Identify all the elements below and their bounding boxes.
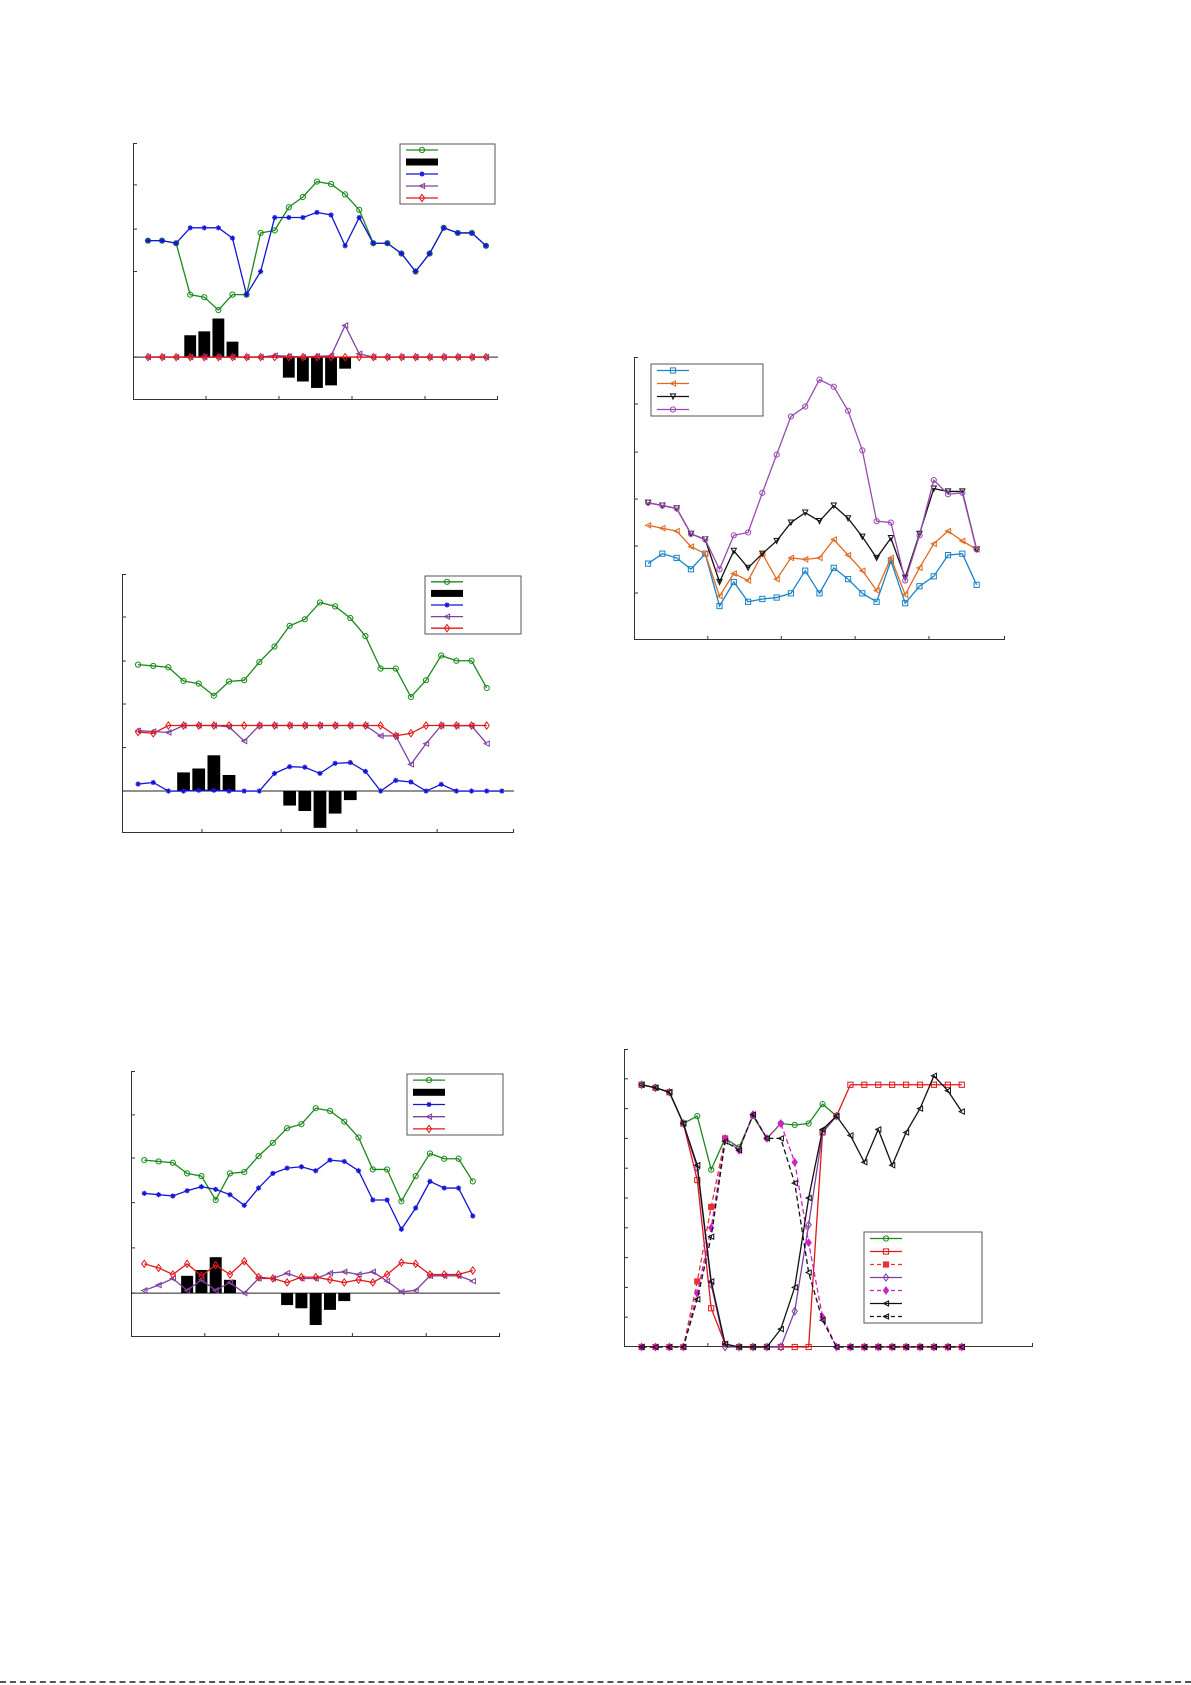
line-series	[638, 1110, 965, 1352]
legend-entry	[870, 1300, 902, 1307]
axes	[122, 574, 514, 833]
legend-entry	[431, 589, 463, 597]
legend-entry	[413, 1077, 445, 1084]
legend-entry	[870, 1313, 902, 1320]
bar	[295, 1293, 308, 1309]
legend-entry	[870, 1273, 902, 1282]
bar	[281, 1293, 294, 1306]
legend-entry	[413, 1088, 445, 1096]
bar-series	[181, 1257, 351, 1326]
legend-entry	[431, 623, 463, 633]
line-series	[144, 352, 490, 362]
legend-entry	[657, 406, 689, 413]
legend-entry	[657, 380, 689, 387]
legend-entry	[870, 1261, 902, 1268]
legend-entry	[406, 193, 438, 203]
bar	[226, 341, 239, 358]
chart-B	[122, 574, 522, 833]
bar	[325, 357, 337, 386]
legend-entry	[431, 578, 463, 585]
legend-entry	[431, 613, 463, 621]
chart-A	[133, 143, 498, 400]
bar	[313, 791, 327, 828]
bar	[184, 335, 197, 358]
bar	[222, 774, 236, 792]
line-series	[141, 1105, 476, 1205]
bar	[209, 1257, 222, 1294]
legend-entry	[413, 1124, 445, 1134]
line-series	[134, 721, 490, 741]
bar	[192, 768, 206, 792]
line-series	[644, 521, 980, 600]
page-footer-rule	[0, 1681, 1191, 1683]
legend-entry	[406, 182, 438, 190]
bar	[309, 1293, 322, 1326]
line-series	[145, 209, 489, 298]
bar	[323, 1293, 336, 1310]
line-series	[637, 1111, 965, 1351]
legend-entry	[406, 146, 438, 154]
legend-entry	[657, 367, 689, 374]
bar-series	[177, 755, 357, 828]
legend	[650, 363, 764, 417]
legend-entry	[406, 171, 438, 177]
legend	[863, 1231, 983, 1324]
legend	[424, 575, 522, 635]
bar	[343, 791, 357, 801]
legend-entry	[870, 1286, 902, 1295]
legend-entry	[413, 1113, 445, 1121]
bar	[338, 1293, 351, 1302]
bar	[181, 1275, 194, 1294]
line-series	[644, 550, 980, 610]
legend-entry	[431, 602, 463, 608]
legend	[399, 143, 496, 205]
line-series	[638, 1080, 840, 1352]
bar	[212, 318, 225, 358]
bar	[198, 331, 211, 358]
line-series	[141, 1256, 477, 1287]
bar	[177, 772, 190, 792]
bar-series	[184, 318, 352, 388]
line-series	[135, 759, 505, 794]
legend	[406, 1073, 504, 1136]
bar	[339, 357, 352, 369]
axes	[634, 357, 1005, 640]
line-series	[637, 1072, 965, 1351]
line-series	[141, 1157, 476, 1232]
line-series	[644, 376, 980, 584]
chart-E	[624, 1049, 1033, 1352]
bar	[328, 791, 342, 814]
line-series	[134, 599, 490, 701]
legend-entry	[870, 1248, 902, 1255]
bar	[283, 791, 297, 806]
bar	[223, 1279, 236, 1294]
chart-C	[131, 1071, 504, 1337]
bar	[296, 357, 309, 382]
bar	[311, 357, 323, 388]
line-series	[134, 722, 490, 768]
legend-entry	[413, 1101, 445, 1108]
bar	[282, 357, 295, 378]
legend-entry	[406, 158, 438, 166]
chart-D	[634, 357, 1005, 640]
legend-entry	[870, 1235, 902, 1242]
bar	[298, 791, 312, 811]
bar	[207, 755, 221, 792]
legend-entry	[657, 393, 689, 401]
